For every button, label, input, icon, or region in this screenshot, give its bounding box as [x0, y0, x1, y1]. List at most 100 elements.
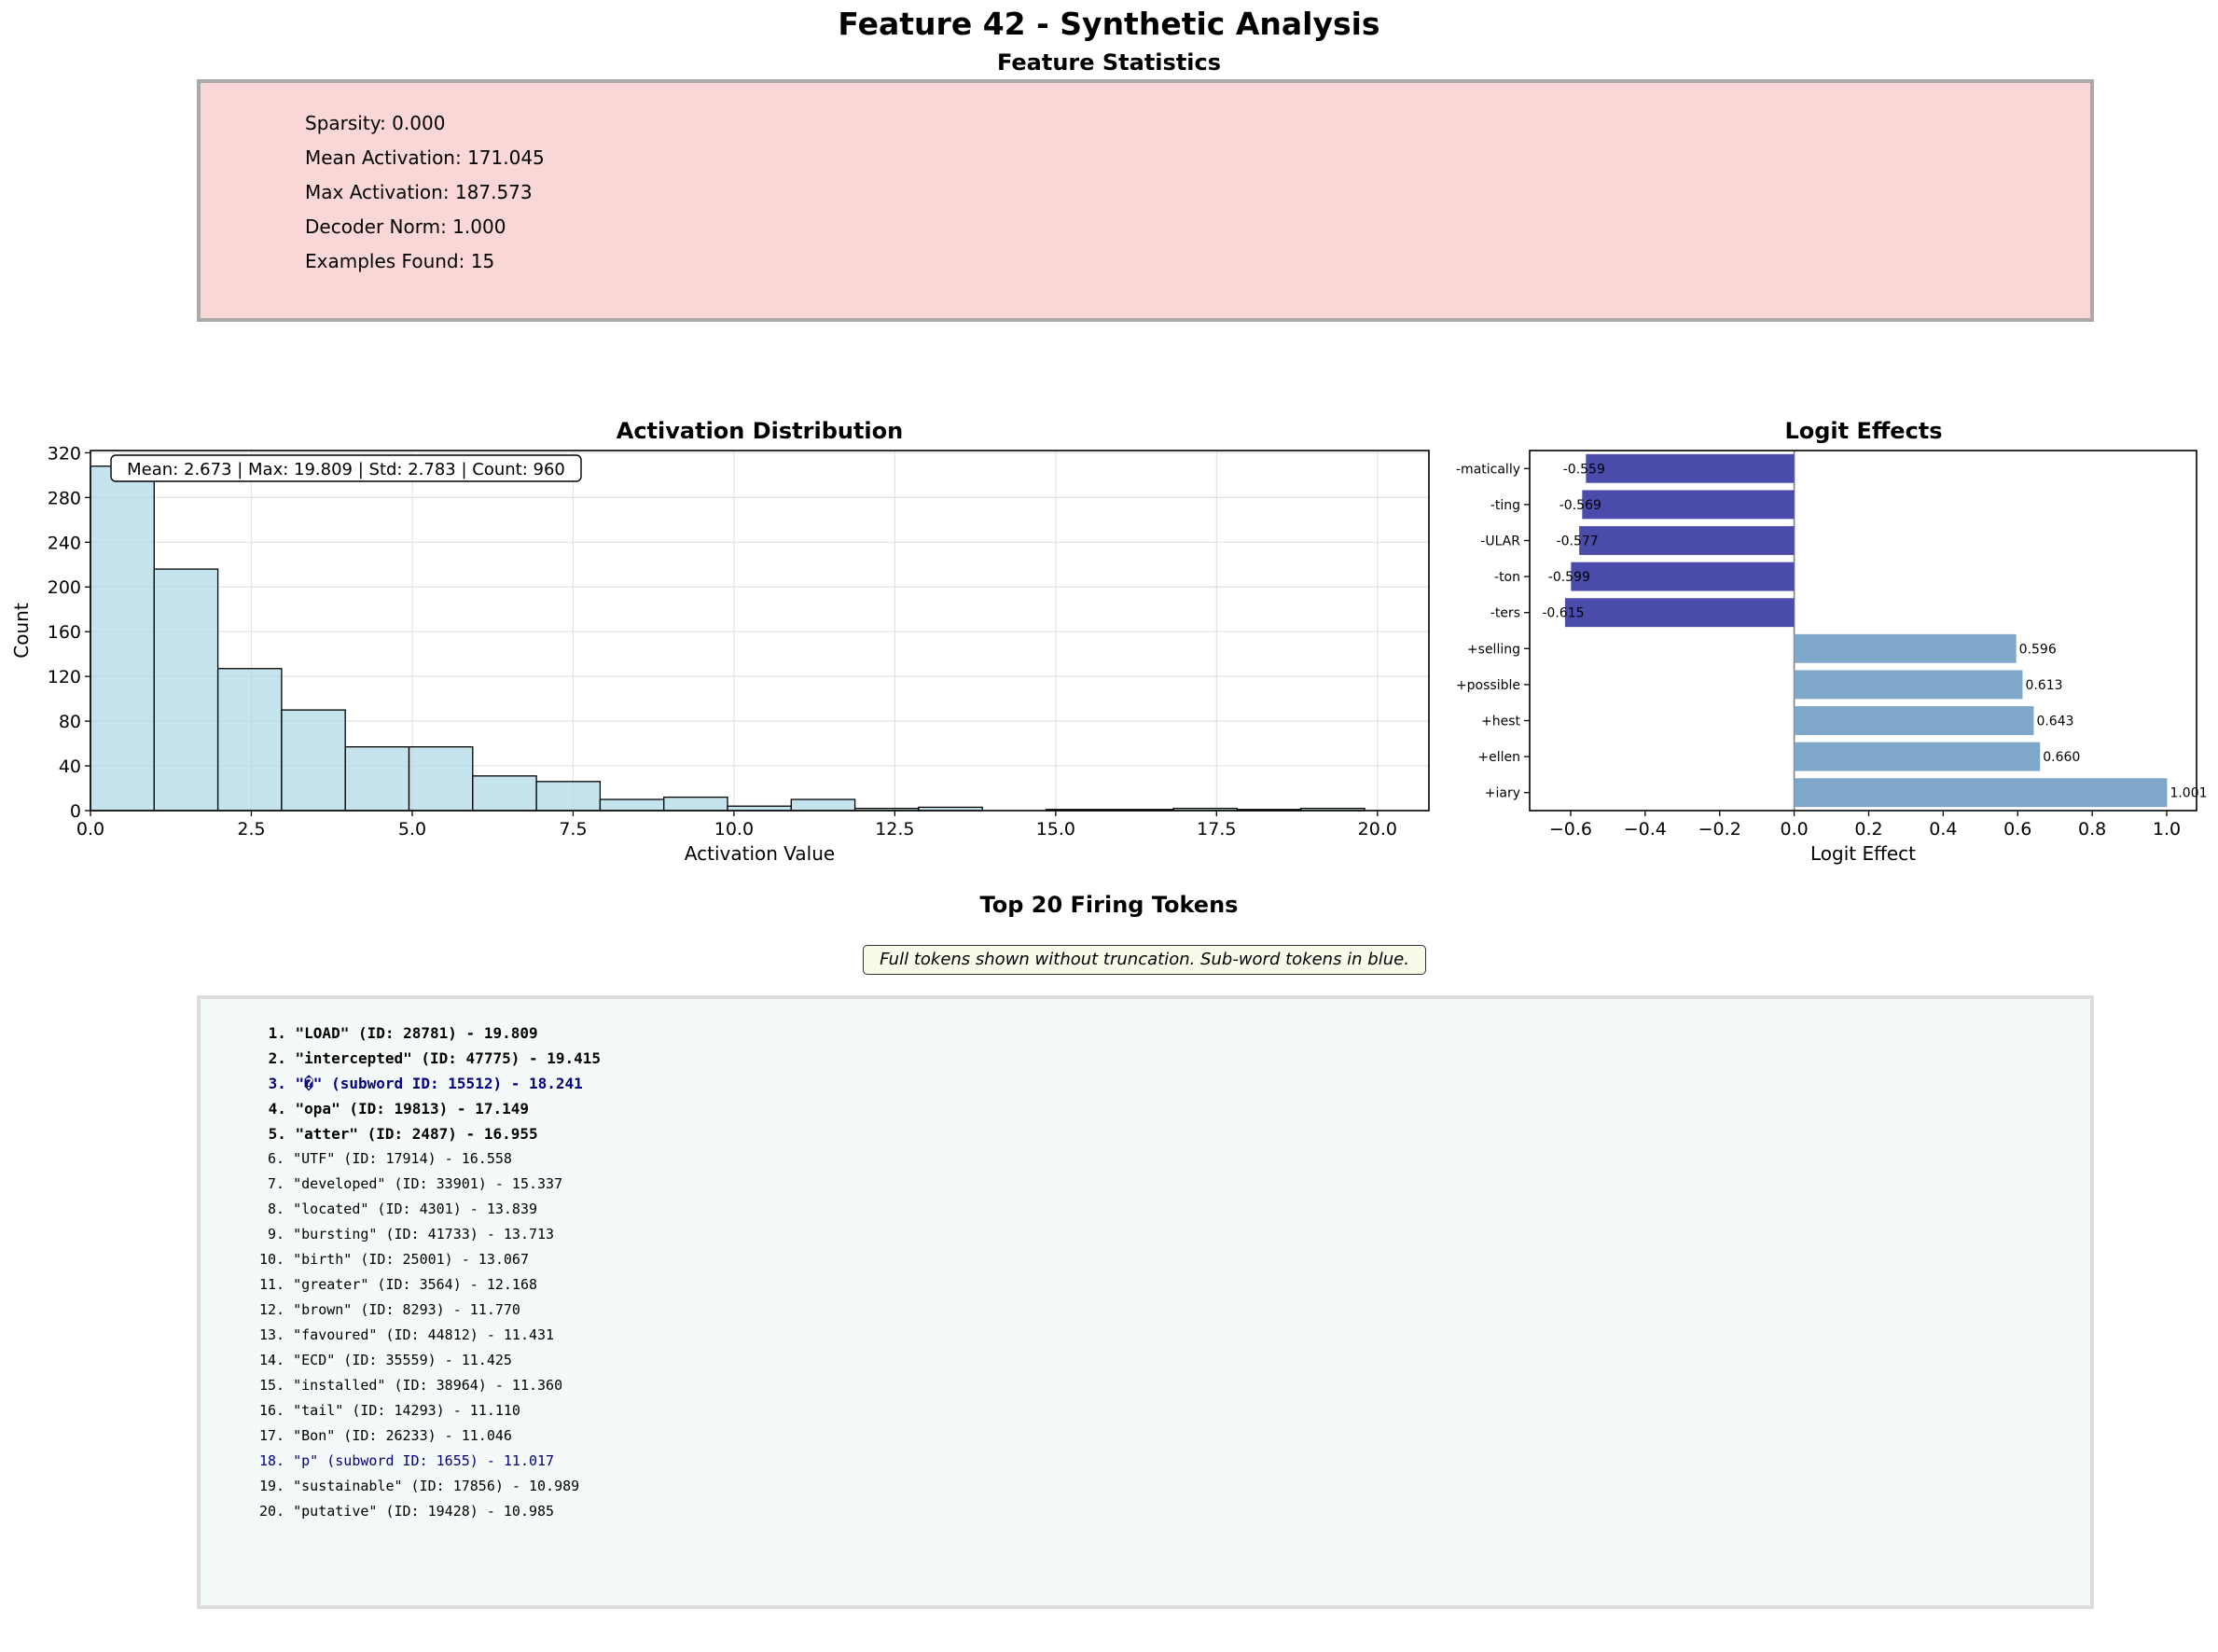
x-tick-label: 0.2: [1854, 819, 1882, 840]
y-tick-label: 80: [59, 712, 81, 732]
y-tick-label: 240: [48, 533, 81, 553]
category-label: -ters: [1490, 606, 1520, 621]
x-tick-label: 7.5: [559, 819, 587, 840]
logit-bar: [1579, 526, 1795, 555]
category-label: +selling: [1467, 642, 1520, 657]
token-list-item: 8. "located" (ID: 4301) - 13.839: [259, 1201, 538, 1217]
category-label: -ton: [1494, 570, 1520, 585]
histogram-bar: [472, 775, 537, 812]
token-list-item: 10. "birth" (ID: 25001) - 13.067: [259, 1251, 529, 1268]
token-list-item: 18. "p" (subword ID: 1655) - 11.017: [259, 1452, 555, 1469]
page-title: Feature 42 - Synthetic Analysis: [838, 6, 1380, 42]
x-tick-label: 0.6: [2003, 819, 2031, 840]
y-tick-label: 320: [48, 443, 81, 464]
stat-decoder-norm: Decoder Norm: 1.000: [305, 215, 506, 238]
category-label: -ting: [1490, 498, 1520, 513]
x-tick-label: 0.8: [2078, 819, 2106, 840]
logit-bar: [1582, 490, 1795, 520]
x-tick-label: 0.0: [1780, 819, 1808, 840]
x-tick-label: 20.0: [1358, 819, 1397, 840]
logit-bar: [1586, 453, 1795, 483]
stats-annotation: Mean: 2.673 | Max: 19.809 | Std: 2.783 |…: [110, 454, 582, 482]
histogram-bar: [663, 796, 728, 812]
stats-panel: Sparsity: 0.000 Mean Activation: 171.045…: [197, 79, 2094, 322]
x-tick-label: 2.5: [237, 819, 265, 840]
token-list-item: 2. "intercepted" (ID: 47775) - 19.415: [259, 1049, 602, 1067]
y-tick-label: 200: [48, 577, 81, 598]
logit-bar: [1794, 778, 2168, 808]
logit-bar: [1794, 633, 2017, 663]
token-list-item: 13. "favoured" (ID: 44812) - 11.431: [259, 1326, 555, 1343]
token-list-item: 15. "installed" (ID: 38964) - 11.360: [259, 1377, 563, 1394]
histogram-bar: [790, 798, 856, 812]
token-list-item: 4. "opa" (ID: 19813) - 17.149: [259, 1100, 529, 1118]
stat-max-activation: Max Activation: 187.573: [305, 181, 533, 203]
logit-value-label: 0.660: [2043, 750, 2080, 765]
x-tick-label: 1.0: [2153, 819, 2181, 840]
x-tick-label: 0.4: [1929, 819, 1957, 840]
x-tick-label: 5.0: [398, 819, 426, 840]
annotation-box: [110, 454, 582, 482]
logit-value-label: 0.643: [2036, 715, 2073, 729]
token-list-item: 11. "greater" (ID: 3564) - 12.168: [259, 1276, 538, 1293]
token-list-item: 12. "brown" (ID: 8293) - 11.770: [259, 1301, 520, 1318]
logit-bar: [1794, 706, 2034, 735]
plot-frame: [1529, 450, 2197, 812]
category-label: +iary: [1485, 786, 1520, 801]
histogram-bar: [281, 709, 346, 812]
category-label: -matically: [1456, 462, 1520, 477]
logit-title: Logit Effects: [1784, 418, 1943, 444]
category-label: -ULAR: [1480, 534, 1520, 549]
y-tick-label: 40: [59, 757, 81, 777]
category-label: +possible: [1456, 678, 1520, 693]
histogram-bar: [408, 746, 474, 812]
logit-value-label: 1.001: [2169, 786, 2207, 801]
token-list-item: 7. "developed" (ID: 33901) - 15.337: [259, 1175, 563, 1192]
histogram-bar: [153, 568, 219, 812]
x-tick-label: −0.2: [1698, 819, 1741, 840]
logit-bar: [1571, 562, 1795, 591]
stat-mean-activation: Mean Activation: 171.045: [305, 146, 545, 169]
logit-bar: [1794, 670, 2023, 700]
category-label: +ellen: [1477, 750, 1520, 765]
stats-title: Feature Statistics: [996, 49, 1222, 76]
logit-value-label: 0.596: [2019, 642, 2057, 657]
stat-sparsity: Sparsity: 0.000: [305, 112, 446, 134]
histogram-bar: [535, 781, 602, 812]
plot-frame: [90, 450, 1430, 812]
token-list-item: 19. "sustainable" (ID: 17856) - 10.989: [259, 1478, 580, 1494]
y-axis-label: Count: [10, 603, 33, 659]
token-list-item: 6. "UTF" (ID: 17914) - 16.558: [259, 1150, 512, 1167]
x-tick-label: −0.4: [1624, 819, 1667, 840]
y-tick-label: 160: [48, 622, 81, 643]
token-list-item: 17. "Bon" (ID: 26233) - 11.046: [259, 1427, 512, 1444]
x-axis-label: Activation Value: [685, 842, 835, 865]
histogram-bar: [216, 668, 283, 812]
x-tick-label: 15.0: [1036, 819, 1075, 840]
histogram-bar: [599, 798, 665, 812]
token-list-item: 9. "bursting" (ID: 41733) - 13.713: [259, 1226, 555, 1242]
histogram-title: Activation Distribution: [616, 418, 904, 444]
logit-value-label: -0.615: [1542, 606, 1584, 621]
tokens-panel: 1. "LOAD" (ID: 28781) - 19.809 2. "inter…: [197, 995, 2094, 1609]
logit-value-label: 0.613: [2025, 678, 2062, 693]
logit-effects-chart: -0.559 -matically -0.569 -ting -0.577 -ULAR -0…: [1456, 450, 2208, 865]
logit-bar: [1564, 598, 1795, 628]
logit-value-label: -0.559: [1563, 462, 1605, 477]
y-tick-label: 0: [70, 801, 81, 822]
token-list-item: 14. "ECD" (ID: 35559) - 11.425: [259, 1352, 512, 1368]
category-label: +hest: [1481, 715, 1521, 729]
histogram-bar: [344, 746, 410, 812]
tokens-title: Top 20 Firing Tokens: [979, 892, 1239, 918]
token-list-item: 3. "�" (subword ID: 15512) - 18.241: [259, 1075, 583, 1092]
x-tick-label: 12.5: [875, 819, 914, 840]
y-tick-label: 120: [48, 667, 81, 687]
logit-value-label: -0.599: [1548, 570, 1590, 585]
annotation-text: Mean: 2.673 | Max: 19.809 | Std: 2.783 |…: [127, 460, 565, 479]
token-list-item: 16. "tail" (ID: 14293) - 11.110: [259, 1402, 520, 1419]
x-axis-label: Logit Effect: [1810, 842, 1916, 865]
histogram-bar: [90, 465, 155, 812]
tokens-note: Full tokens shown without truncation. Su…: [863, 945, 1426, 975]
stat-examples-found: Examples Found: 15: [305, 250, 495, 272]
token-list-item: 20. "putative" (ID: 19428) - 10.985: [259, 1503, 555, 1520]
